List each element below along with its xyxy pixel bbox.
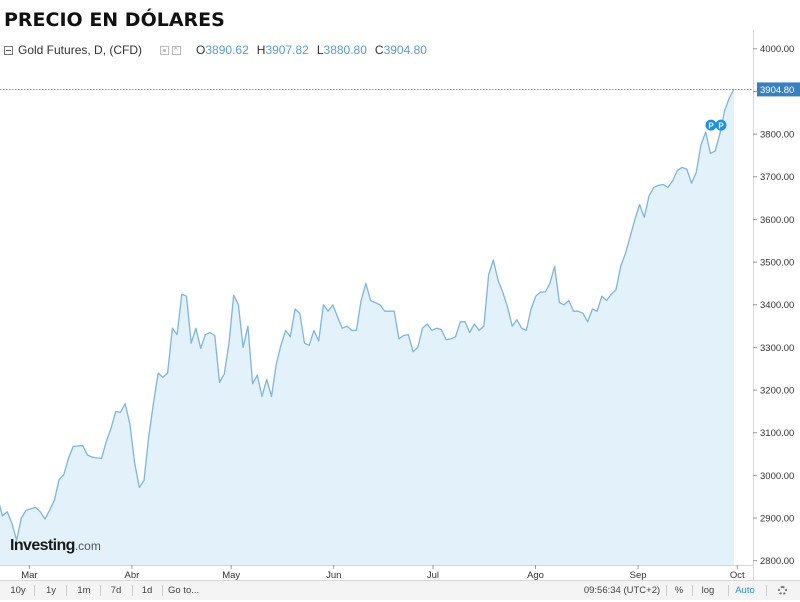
divider [34,585,35,596]
x-tick-label: Jun [326,570,341,581]
divider [66,585,67,596]
event-marker: P [715,119,727,131]
series-settings-icon[interactable] [160,45,170,55]
range-1d-button[interactable]: 1d [141,585,153,596]
y-tick-label: 2800.00 [760,556,794,567]
divider [132,585,133,596]
chart-settings-button[interactable] [774,581,790,600]
y-tick-label: 3100.00 [760,428,794,439]
divider [728,585,729,596]
x-tick-label: Oct [730,570,745,581]
marker-label: P [708,121,714,130]
y-tick-label: 4000.00 [760,44,794,55]
marker-label: P [718,121,724,130]
page-title: PRECIO EN DÓLARES [4,9,225,31]
x-tick-label: Mar [21,570,37,581]
range-7d-button[interactable]: 7d [110,585,122,596]
logo-suffix: .com [74,539,101,553]
x-tick-label: Abr [125,570,140,581]
x-tick-label: May [222,570,240,581]
close-value: 3904.80 [383,43,427,57]
logo-brand: Investing [10,537,75,554]
low-value: 3880.80 [323,43,367,57]
divider [692,585,693,596]
instrument-name: Gold Futures, D, (CFD) [18,43,143,57]
y-tick-label: 2900.00 [760,513,794,524]
y-tick-label: 3600.00 [760,215,794,226]
high-label: H [256,43,266,57]
x-tick-label: Jul [427,570,439,581]
y-tick-label: 3200.00 [760,385,794,396]
y-tick-label: 3400.00 [760,300,794,311]
collapse-legend-icon[interactable] [4,45,13,55]
high-value: 3907.82 [265,43,309,57]
divider [666,585,667,596]
x-tick-label: Sep [630,570,647,581]
close-label: C [374,43,384,57]
bottom-toolbar: 10y 1y 1m 7d 1d Go to... 09:56:34 (UTC+2… [0,580,800,600]
percent-toggle[interactable]: % [674,585,684,596]
last-price-label: 3904.80 [760,85,794,96]
marker-dot [715,119,727,131]
auto-scale-toggle[interactable]: Auto [735,585,755,596]
x-tick-label: Ago [527,570,544,581]
series-close-icon[interactable] [172,43,182,55]
x-axis: Mar Abr May Jun Jul Ago Sep Oct [0,565,753,581]
range-1m-button[interactable]: 1m [77,585,91,596]
y-tick-label: 3500.00 [760,258,794,269]
gear-icon [777,586,787,595]
y-tick-label: 3300.00 [760,343,794,354]
marker-dot [705,119,717,131]
open-value: 3890.62 [205,43,249,57]
goto-button[interactable]: Go to... [168,585,200,596]
y-tick-label: 3000.00 [760,471,794,482]
open-label: O [196,43,206,57]
divider [100,585,101,596]
price-line [0,88,735,541]
divider [766,585,767,596]
price-area-fill [0,89,734,565]
investing-logo: Investing.com [10,537,101,555]
event-marker: P [705,119,717,131]
range-1y-button[interactable]: 1y [45,585,57,596]
y-tick-label: 3700.00 [760,172,794,183]
chart-legend: Gold Futures, D, (CFD) O 3890.62 H 3907.… [4,42,427,58]
plot-area [0,88,753,565]
legend-icons [160,43,184,55]
divider [162,585,163,596]
log-toggle[interactable]: log [701,585,715,596]
y-axis: 2800.00 2900.00 3000.00 3100.00 3200.00 3300.… [753,30,800,580]
low-label: L [316,43,324,57]
range-10y-button[interactable]: 10y [10,585,26,596]
clock-time[interactable]: 09:56:34 (UTC+2) [583,585,661,596]
last-price-badge [757,82,800,97]
y-tick-label: 3800.00 [760,130,794,141]
